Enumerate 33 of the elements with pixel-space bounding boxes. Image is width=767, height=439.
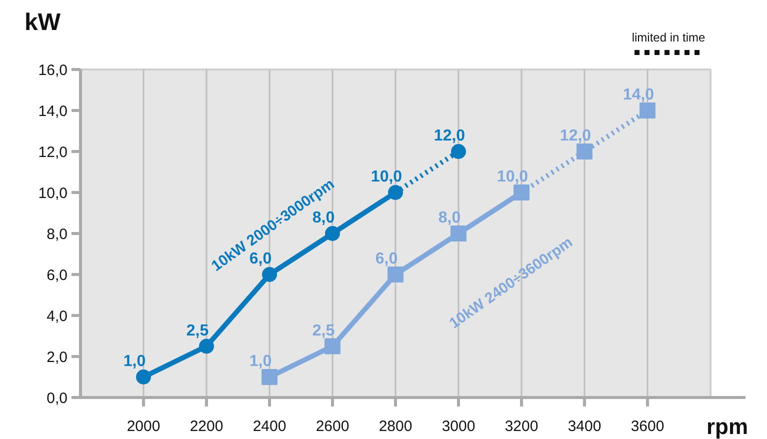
y-tick-label: 12,0 [38,144,68,161]
data-label: 8,0 [438,210,461,226]
data-label: 6,0 [375,250,398,268]
x-tick-label: 2200 [190,418,224,435]
y-tick-label: 8,0 [46,226,68,243]
x-tick-label: 2800 [378,418,412,435]
data-label: 1,0 [123,353,146,370]
y-tick-label: 6,0 [46,267,68,284]
y-tick-label: 14,0 [38,103,68,120]
data-label: 6,0 [249,250,272,268]
x-tick-label: 2000 [126,418,160,435]
x-tick-label: 3400 [568,418,602,435]
y-tick-label: 2,0 [46,349,68,366]
text: limited in time [632,30,706,44]
y-tick-label: 16,0 [38,62,68,79]
x-tick-label: 3200 [504,418,538,435]
x-tick-label: 3600 [630,418,664,435]
x-tick-label: 2600 [316,418,350,435]
x-tick-label: 2400 [252,418,286,435]
data-label: 14,0 [622,86,654,104]
data-label: 2,5 [186,322,209,340]
y-tick-label: 0,0 [46,390,68,407]
data-label: 12,0 [560,128,592,144]
data-label: 1,0 [249,353,272,370]
y-axis-title: kW [24,9,61,36]
x-tick-label: 3000 [442,418,476,435]
y-tick-label: 10,0 [38,185,68,202]
x-axis-title: rpm [706,414,748,439]
data-label: 10,0 [370,168,402,186]
data-label: 2,5 [312,322,335,340]
data-label: 10,0 [496,168,528,186]
y-tick-label: 4,0 [46,308,68,325]
data-label: 12,0 [434,128,466,144]
